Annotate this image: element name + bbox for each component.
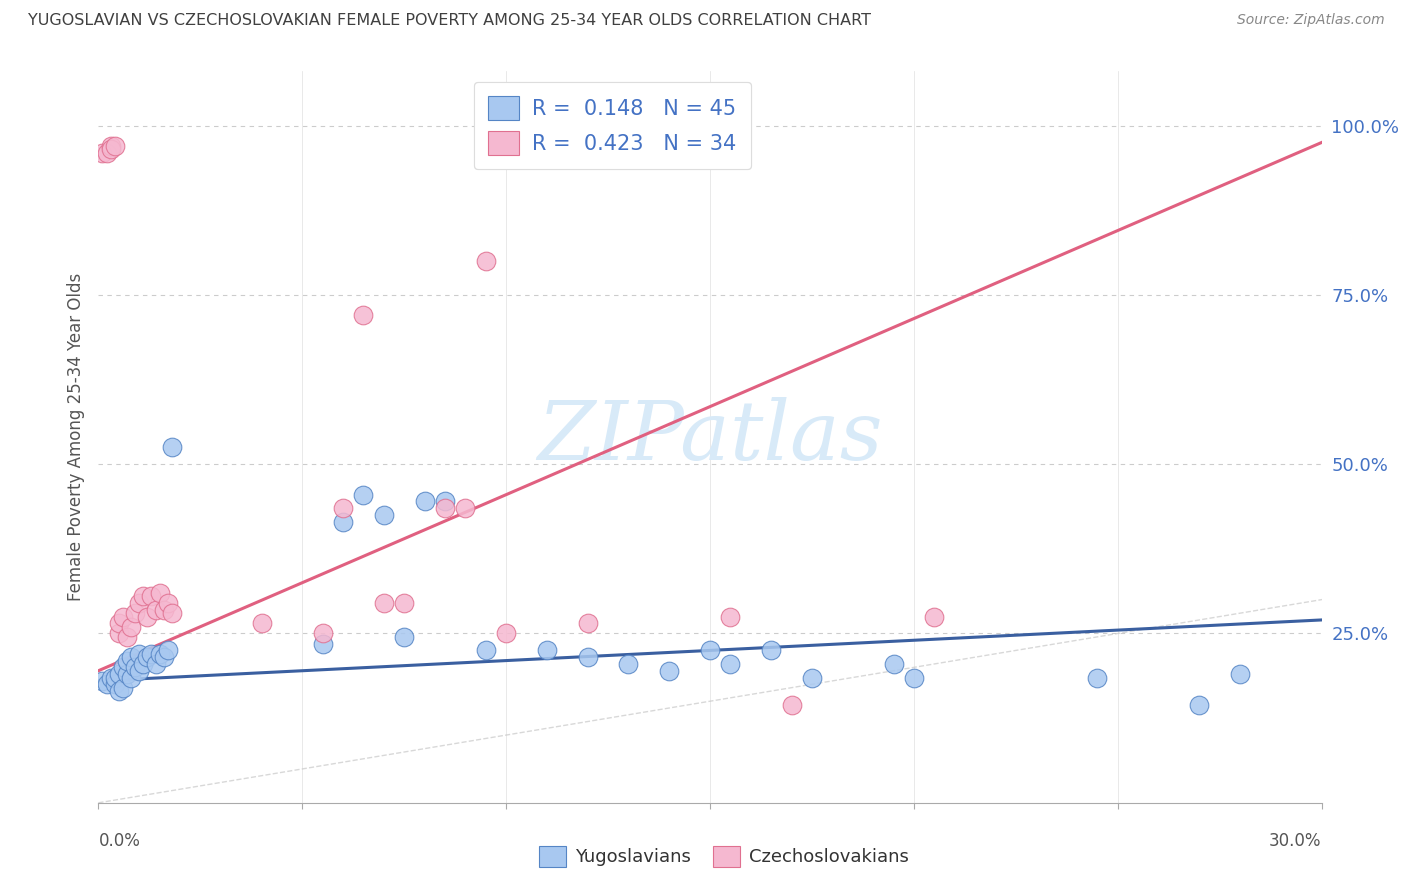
Point <box>536 643 558 657</box>
Point <box>761 643 783 657</box>
Point <box>699 643 721 657</box>
Point <box>149 586 172 600</box>
Point <box>96 677 118 691</box>
Point <box>108 684 131 698</box>
Point <box>474 643 498 657</box>
Point <box>124 660 146 674</box>
Point <box>100 671 122 685</box>
Point <box>136 650 159 665</box>
Point <box>392 596 416 610</box>
Y-axis label: Female Poverty Among 25-34 Year Olds: Female Poverty Among 25-34 Year Olds <box>66 273 84 601</box>
Point <box>250 616 273 631</box>
Point <box>903 671 925 685</box>
Point <box>495 626 517 640</box>
Point <box>617 657 640 671</box>
Point <box>156 596 179 610</box>
Point <box>352 488 374 502</box>
Point <box>454 501 477 516</box>
Point <box>100 139 122 153</box>
Point <box>149 647 172 661</box>
Point <box>104 677 127 691</box>
Point <box>111 660 134 674</box>
Point <box>312 626 335 640</box>
Point <box>434 494 457 508</box>
Legend: Yugoslavians, Czechoslovakians: Yugoslavians, Czechoslovakians <box>531 838 917 874</box>
Point <box>152 603 174 617</box>
Point <box>141 589 163 603</box>
Point <box>434 501 457 516</box>
Point <box>120 620 142 634</box>
Point <box>474 254 498 268</box>
Point <box>152 650 174 665</box>
Point <box>413 494 436 508</box>
Point <box>128 596 150 610</box>
Point <box>96 145 118 160</box>
Point <box>145 603 167 617</box>
Point <box>91 145 114 160</box>
Point <box>141 647 163 661</box>
Point <box>108 626 131 640</box>
Point <box>332 515 354 529</box>
Point <box>373 508 395 522</box>
Point <box>145 657 167 671</box>
Point <box>720 657 742 671</box>
Point <box>111 681 134 695</box>
Point <box>128 664 150 678</box>
Point <box>720 609 742 624</box>
Point <box>1085 671 1108 685</box>
Point <box>160 440 183 454</box>
Point <box>373 596 395 610</box>
Point <box>124 606 146 620</box>
Point <box>352 308 374 322</box>
Point <box>136 609 159 624</box>
Point <box>108 667 131 681</box>
Point <box>120 650 142 665</box>
Point <box>160 606 183 620</box>
Point <box>658 664 681 678</box>
Point <box>132 657 155 671</box>
Point <box>332 501 354 516</box>
Point <box>801 671 824 685</box>
Text: 30.0%: 30.0% <box>1270 832 1322 850</box>
Text: YUGOSLAVIAN VS CZECHOSLOVAKIAN FEMALE POVERTY AMONG 25-34 YEAR OLDS CORRELATION : YUGOSLAVIAN VS CZECHOSLOVAKIAN FEMALE PO… <box>28 13 872 29</box>
Text: Source: ZipAtlas.com: Source: ZipAtlas.com <box>1237 13 1385 28</box>
Point <box>312 637 335 651</box>
Point <box>115 667 138 681</box>
Point <box>111 609 134 624</box>
Point <box>780 698 803 712</box>
Point <box>104 671 127 685</box>
Point <box>100 142 122 156</box>
Legend: R =  0.148   N = 45, R =  0.423   N = 34: R = 0.148 N = 45, R = 0.423 N = 34 <box>474 82 751 169</box>
Point <box>104 139 127 153</box>
Point <box>108 616 131 631</box>
Point <box>115 654 138 668</box>
Point <box>883 657 905 671</box>
Text: ZIPatlas: ZIPatlas <box>537 397 883 477</box>
Point <box>1229 667 1251 681</box>
Point <box>576 650 599 665</box>
Text: 0.0%: 0.0% <box>98 832 141 850</box>
Point <box>1188 698 1211 712</box>
Point <box>922 609 945 624</box>
Point <box>128 647 150 661</box>
Point <box>120 671 142 685</box>
Point <box>132 589 155 603</box>
Point <box>576 616 599 631</box>
Point <box>91 673 114 688</box>
Point <box>392 630 416 644</box>
Point <box>156 643 179 657</box>
Point <box>115 630 138 644</box>
